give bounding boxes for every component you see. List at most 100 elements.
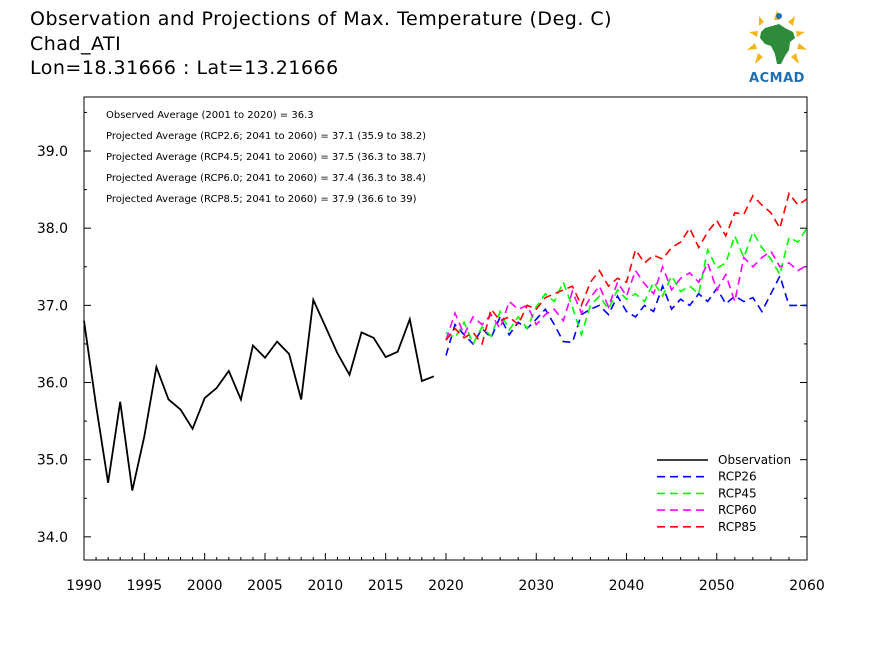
data-point-rcp26 bbox=[445, 355, 446, 356]
y-tick-label: 36.0 bbox=[37, 376, 68, 392]
data-point-rcp26 bbox=[518, 322, 519, 323]
data-point-rcp45 bbox=[482, 326, 483, 327]
data-point-rcp85 bbox=[590, 282, 591, 283]
data-point-rcp45 bbox=[536, 306, 537, 307]
annotations: Observed Average (2001 to 2020) = 36.3 Pr… bbox=[106, 110, 426, 205]
data-point-observation bbox=[264, 357, 265, 358]
data-point-rcp26 bbox=[725, 303, 726, 304]
x-tick-label: 2060 bbox=[789, 578, 825, 594]
data-point-observation bbox=[168, 399, 169, 400]
data-point-rcp85 bbox=[644, 262, 645, 263]
data-point-observation bbox=[108, 482, 109, 483]
data-point-rcp45 bbox=[527, 328, 528, 329]
data-point-rcp85 bbox=[698, 247, 699, 248]
data-point-rcp85 bbox=[454, 328, 455, 329]
data-point-rcp85 bbox=[581, 305, 582, 306]
data-point-rcp45 bbox=[635, 293, 636, 294]
legend-label: Observation bbox=[718, 453, 791, 467]
data-point-rcp26 bbox=[563, 341, 564, 342]
data-point-observation bbox=[325, 326, 326, 327]
data-point-rcp85 bbox=[770, 212, 771, 213]
data-point-rcp85 bbox=[671, 247, 672, 248]
data-point-rcp26 bbox=[680, 299, 681, 300]
data-point-rcp26 bbox=[770, 293, 771, 294]
data-point-rcp85 bbox=[716, 220, 717, 221]
legend-label: RCP26 bbox=[718, 470, 757, 484]
data-point-rcp45 bbox=[581, 334, 582, 335]
x-tick-label: 2040 bbox=[609, 578, 645, 594]
annotation-line: Projected Average (RCP2.6; 2041 to 2060)… bbox=[106, 131, 426, 142]
legend-label: RCP60 bbox=[718, 503, 757, 517]
data-point-rcp60 bbox=[500, 328, 501, 329]
data-point-rcp45 bbox=[454, 337, 455, 338]
data-point-rcp26 bbox=[644, 305, 645, 306]
data-point-rcp45 bbox=[445, 332, 446, 333]
y-tick-label: 39.0 bbox=[37, 144, 68, 160]
data-point-rcp60 bbox=[554, 309, 555, 310]
x-tick-label: 1995 bbox=[127, 578, 163, 594]
data-point-rcp26 bbox=[626, 311, 627, 312]
data-point-observation bbox=[216, 387, 217, 388]
data-point-rcp45 bbox=[770, 258, 771, 259]
data-point-observation bbox=[373, 337, 374, 338]
data-point-rcp45 bbox=[554, 301, 555, 302]
x-tick-label: 2015 bbox=[368, 578, 404, 594]
data-point-rcp45 bbox=[698, 293, 699, 294]
data-point-rcp85 bbox=[779, 228, 780, 229]
data-point-rcp85 bbox=[653, 255, 654, 256]
data-point-rcp45 bbox=[707, 249, 708, 250]
legend: Observation RCP26 RCP45 RCP60 RCP85 bbox=[657, 453, 791, 534]
data-point-observation bbox=[144, 436, 145, 437]
data-point-rcp60 bbox=[734, 301, 735, 302]
data-point-observation bbox=[397, 351, 398, 352]
data-point-rcp45 bbox=[472, 343, 473, 344]
data-point-rcp45 bbox=[680, 291, 681, 292]
data-point-rcp26 bbox=[797, 305, 798, 306]
data-point-observation bbox=[240, 399, 241, 400]
data-point-rcp60 bbox=[761, 257, 762, 258]
data-point-observation bbox=[180, 409, 181, 410]
legend-label: RCP45 bbox=[718, 486, 757, 500]
data-point-rcp85 bbox=[761, 204, 762, 205]
data-point-rcp26 bbox=[689, 305, 690, 306]
data-point-rcp85 bbox=[635, 249, 636, 250]
data-point-rcp85 bbox=[545, 297, 546, 298]
data-point-rcp45 bbox=[500, 311, 501, 312]
data-point-rcp60 bbox=[689, 272, 690, 273]
data-point-rcp60 bbox=[698, 282, 699, 283]
data-point-rcp26 bbox=[707, 301, 708, 302]
data-point-rcp26 bbox=[608, 314, 609, 315]
y-tick-label: 34.0 bbox=[37, 530, 68, 546]
data-point-rcp45 bbox=[671, 275, 672, 276]
series-lines bbox=[83, 191, 808, 491]
data-point-rcp26 bbox=[761, 311, 762, 312]
data-point-rcp60 bbox=[635, 270, 636, 271]
data-point-rcp45 bbox=[545, 293, 546, 294]
data-point-rcp26 bbox=[554, 324, 555, 325]
x-tick-label: 2000 bbox=[187, 578, 223, 594]
series-line-rcp26 bbox=[445, 273, 807, 356]
data-point-rcp85 bbox=[617, 278, 618, 279]
data-point-rcp60 bbox=[662, 266, 663, 267]
data-point-observation bbox=[289, 353, 290, 354]
data-point-rcp60 bbox=[518, 309, 519, 310]
data-point-rcp85 bbox=[734, 212, 735, 213]
data-point-rcp85 bbox=[518, 324, 519, 325]
data-point-rcp60 bbox=[590, 297, 591, 298]
data-point-rcp60 bbox=[608, 306, 609, 307]
data-point-rcp60 bbox=[680, 278, 681, 279]
data-point-rcp85 bbox=[797, 204, 798, 205]
data-point-observation bbox=[421, 380, 422, 381]
data-point-observation bbox=[276, 341, 277, 342]
data-point-rcp26 bbox=[788, 305, 789, 306]
data-point-rcp85 bbox=[500, 320, 501, 321]
data-point-rcp26 bbox=[743, 301, 744, 302]
y-tick-label: 37.0 bbox=[37, 298, 68, 314]
data-point-rcp85 bbox=[482, 343, 483, 344]
plot-frame bbox=[83, 96, 808, 561]
legend-label: RCP85 bbox=[718, 520, 757, 534]
acmad-logo: ACMAD bbox=[735, 6, 819, 86]
data-point-rcp60 bbox=[482, 324, 483, 325]
x-tick-label: 1990 bbox=[66, 578, 102, 594]
data-point-rcp45 bbox=[463, 322, 464, 323]
